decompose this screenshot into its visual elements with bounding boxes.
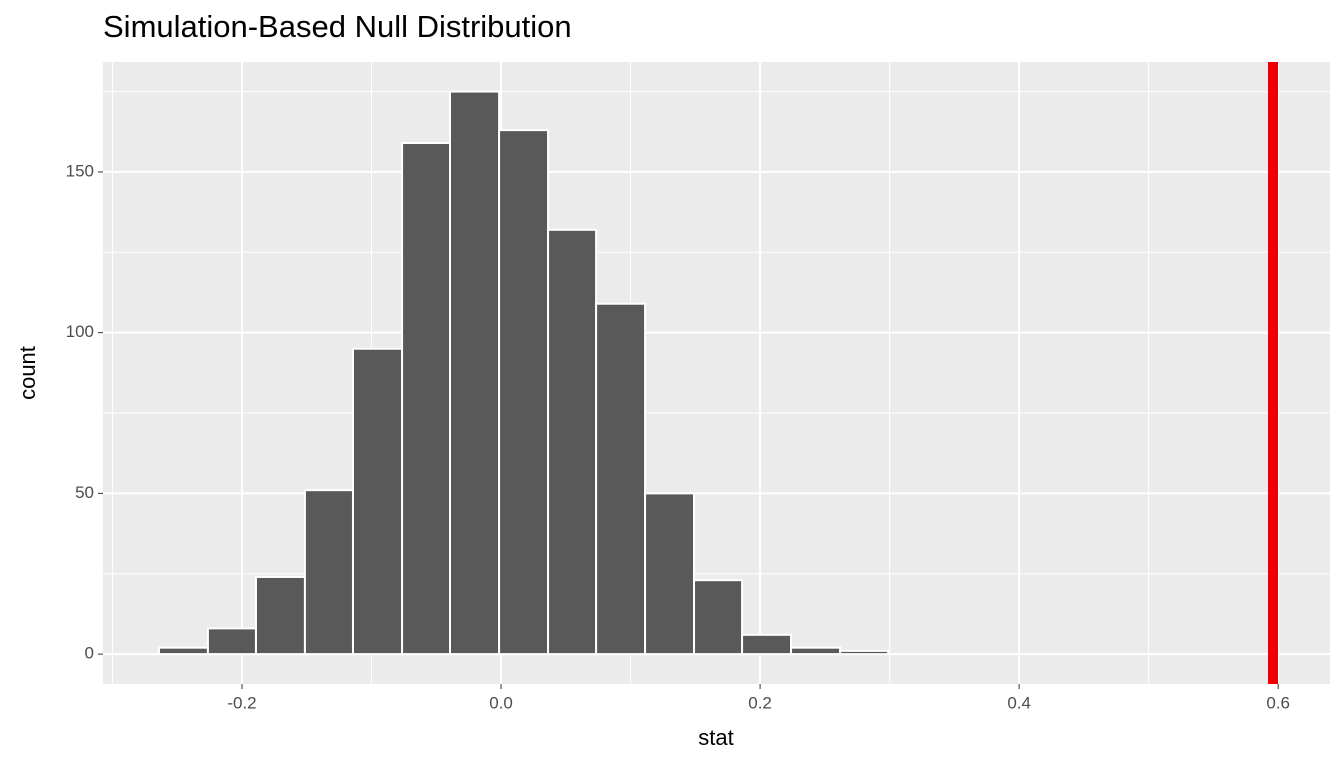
- bar: [547, 228, 598, 656]
- bar: [449, 90, 501, 656]
- bar: [351, 347, 404, 656]
- y-tick-label: 0: [85, 644, 94, 663]
- x-tick-label: 0.6: [1266, 693, 1290, 712]
- bar: [790, 646, 842, 656]
- bar: [254, 575, 306, 656]
- bar: [644, 492, 696, 656]
- bar: [741, 633, 793, 656]
- chart-title: Simulation-Based Null Distribution: [103, 9, 572, 44]
- bar: [595, 302, 647, 656]
- y-tick-label: 100: [66, 322, 94, 341]
- y-tick-label: 150: [66, 161, 94, 180]
- y-tick-label: 50: [75, 483, 94, 502]
- bar: [401, 142, 452, 656]
- x-tick-label: 0.4: [1007, 693, 1031, 712]
- bar: [157, 646, 209, 656]
- x-tick-label: 0.2: [748, 693, 772, 712]
- x-tick-label: -0.2: [227, 693, 256, 712]
- x-axis-title: stat: [698, 725, 733, 750]
- bar: [498, 129, 550, 656]
- x-tick-label: 0.0: [489, 693, 513, 712]
- bar: [206, 627, 257, 656]
- bar: [839, 649, 890, 656]
- y-axis-title: count: [15, 346, 40, 400]
- bar: [303, 489, 354, 656]
- bar: [693, 579, 744, 656]
